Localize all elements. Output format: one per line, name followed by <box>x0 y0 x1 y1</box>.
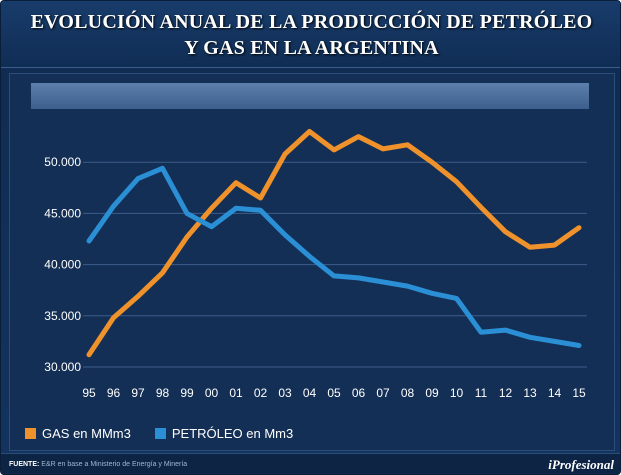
petroleo-line <box>86 165 582 348</box>
legend-swatch-petroleo <box>154 427 166 439</box>
gas-line <box>86 129 582 358</box>
chart-title-line-1: EVOLUCIÓN ANUAL DE LA PRODUCCIÓN DE PETR… <box>30 11 593 33</box>
legend-swatch-gas <box>25 427 36 439</box>
legend-item-petroleo: PETRÓLEO en Mm3 <box>154 425 294 441</box>
y-tick-label: 30.000 <box>44 360 81 374</box>
footer: FUENTE: E&R en base a Ministerio de Ener… <box>1 453 620 474</box>
x-tick-label: 05 <box>327 386 341 400</box>
y-tick-label: 50.000 <box>44 155 81 169</box>
chart-title-line-2: Y GAS EN LA ARGENTINA <box>184 37 439 59</box>
brand-logo: iProfesional <box>548 457 614 472</box>
legend-item-gas: GAS en MMm3 <box>25 426 131 441</box>
y-tick-label: 35.000 <box>44 309 81 323</box>
x-tick-label: 01 <box>229 386 243 400</box>
source-text: E&R en base a Ministerio de Energía y Mi… <box>41 461 188 468</box>
x-tick-label: 15 <box>572 386 586 400</box>
source-label: FUENTE: <box>9 461 40 468</box>
x-tick-label: 04 <box>303 386 317 400</box>
title-bar: EVOLUCIÓN ANUAL DE LA PRODUCCIÓN DE PETR… <box>1 1 620 68</box>
x-tick-label: 00 <box>205 386 219 400</box>
x-tick-label: 98 <box>156 386 170 400</box>
x-tick-label: 13 <box>523 386 537 400</box>
x-tick-label: 07 <box>376 386 390 400</box>
source-note: FUENTE: E&R en base a Ministerio de Ener… <box>9 461 187 468</box>
x-tick-label: 03 <box>278 386 292 400</box>
y-tick-label: 40.000 <box>44 258 81 272</box>
x-tick-label: 95 <box>82 386 96 400</box>
chart-legend: GAS en MMm3 PETRÓLEO en Mm3 <box>25 423 317 443</box>
legend-label-gas: GAS en MMm3 <box>42 425 131 441</box>
x-tick-label: 09 <box>425 386 439 400</box>
x-tick-label: 14 <box>548 386 562 400</box>
x-tick-label: 99 <box>180 386 194 400</box>
x-tick-label: 08 <box>401 386 415 400</box>
y-tick-label: 45.000 <box>44 206 81 220</box>
x-tick-label: 02 <box>254 386 268 400</box>
x-tick-label: 06 <box>352 386 366 400</box>
legend-label-petroleo: PETRÓLEO en Mm3 <box>171 425 294 441</box>
x-tick-label: 96 <box>107 386 121 400</box>
x-tick-label: 10 <box>450 386 464 400</box>
chart-top-band <box>31 83 589 109</box>
x-tick-label: 11 <box>475 386 488 400</box>
x-tick-label: 12 <box>499 386 513 400</box>
x-tick-label: 97 <box>131 386 145 400</box>
